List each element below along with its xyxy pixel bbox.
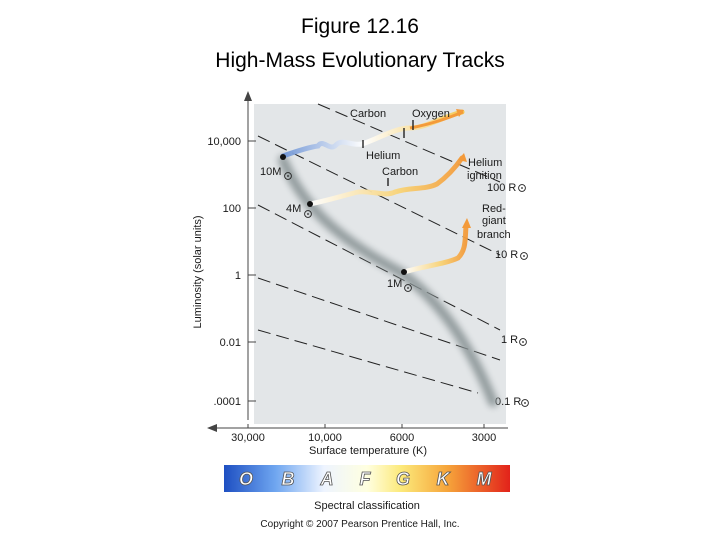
- y-tick: 0.01: [220, 337, 241, 349]
- star-1-dot: [401, 269, 407, 275]
- spectral-class-a: A: [320, 469, 334, 489]
- x-axis-arrow: [207, 424, 217, 432]
- main-sequence-band: [278, 155, 498, 407]
- spectral-class-b: B: [282, 469, 295, 489]
- spectral-class-k: K: [437, 469, 452, 489]
- track-4-arrow: [458, 153, 467, 162]
- y-axis-label: Luminosity (solar units): [192, 215, 204, 328]
- spectral-class-f: F: [360, 469, 372, 489]
- radius-label-1: 1 R: [501, 334, 527, 346]
- copyright: Copyright © 2007 Pearson Prentice Hall, …: [260, 519, 460, 530]
- svg-text:10M: 10M: [260, 166, 281, 178]
- figure-title: High-Mass Evolutionary Tracks: [215, 49, 505, 72]
- spectral-class-m: M: [477, 469, 493, 489]
- y-axis-arrow: [244, 91, 252, 101]
- star-10-dot: [280, 154, 286, 160]
- spectral-class-g: G: [396, 469, 410, 489]
- svg-text:4M: 4M: [286, 203, 301, 215]
- star-4-dot: [307, 201, 313, 207]
- svg-text:0.1 R: 0.1 R: [495, 396, 521, 408]
- radius-label-100: 100 R: [487, 182, 526, 194]
- radius-label-10: 10 R: [495, 249, 528, 261]
- svg-text:10 R: 10 R: [495, 249, 518, 261]
- x-tick: 30,000: [231, 432, 265, 444]
- label-carbon-top: Carbon: [350, 108, 386, 120]
- label-red-giant-3: branch: [477, 229, 511, 241]
- label-helium-ignition-1: Helium: [468, 157, 502, 169]
- label-helium: Helium: [366, 150, 400, 162]
- star-label-4: 4M: [286, 203, 312, 218]
- spectral-bar: O B A F G K M: [224, 465, 510, 492]
- spectral-label: Spectral classification: [314, 500, 420, 512]
- x-axis-label: Surface temperature (K): [309, 445, 427, 457]
- svg-text:100 R: 100 R: [487, 182, 516, 194]
- svg-text:1M: 1M: [387, 278, 402, 290]
- x-tick: 10,000: [308, 432, 342, 444]
- track-1-solar-mass: [401, 223, 469, 275]
- spectral-class-o: O: [239, 469, 253, 489]
- star-label-10: 10M: [260, 166, 292, 180]
- radius-label-0.1: 0.1 R: [495, 396, 529, 408]
- y-tick: .0001: [213, 396, 241, 408]
- y-tick: 100: [223, 203, 241, 215]
- figure-number: Figure 12.16: [301, 15, 419, 38]
- star-label-1: 1M: [387, 278, 412, 292]
- label-red-giant-2: giant: [482, 215, 506, 227]
- label-red-giant-1: Red-: [482, 203, 506, 215]
- y-tick: 10,000: [207, 136, 241, 148]
- x-tick: 3000: [472, 432, 496, 444]
- track-10-arrow: [456, 109, 464, 117]
- track-4-solar-mass: [307, 155, 465, 207]
- track-1-arrow: [462, 218, 471, 228]
- label-helium-ignition-2: ignition: [467, 170, 502, 182]
- y-tick: 1: [235, 270, 241, 282]
- label-oxygen: Oxygen: [412, 108, 450, 120]
- x-tick: 6000: [390, 432, 414, 444]
- label-carbon-mid: Carbon: [382, 166, 418, 178]
- svg-text:1 R: 1 R: [501, 334, 518, 346]
